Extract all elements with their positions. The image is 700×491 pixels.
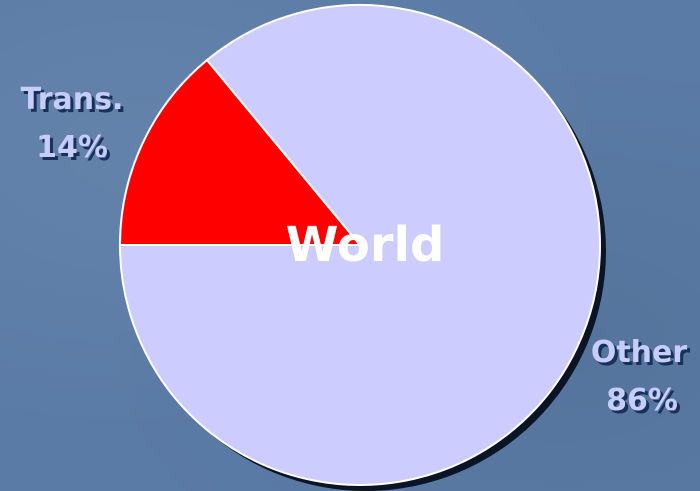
slice-label-other-shadow: Other	[594, 338, 691, 373]
pie-labels: Trans. Trans. 14% 14% Other Other 86% 86…	[21, 82, 691, 421]
slice-value-trans-shadow: 14%	[39, 133, 111, 168]
slice-label-trans: Trans.	[21, 82, 124, 117]
pie-slices	[118, 4, 601, 486]
slice-value-other-shadow: 86%	[609, 386, 681, 421]
center-label: World	[286, 217, 445, 273]
pie-slice-other	[118, 4, 601, 486]
slice-value-trans: 14%	[36, 130, 108, 165]
slice-label-trans-shadow: Trans.	[24, 85, 127, 120]
pie-slice-trans	[118, 58, 363, 246]
slice-label-other: Other	[591, 335, 688, 370]
slice-value-other: 86%	[606, 383, 678, 418]
